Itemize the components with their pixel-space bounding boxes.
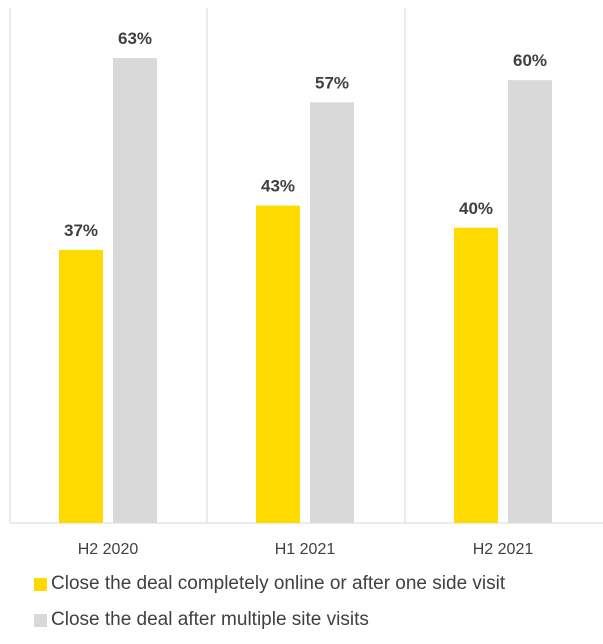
legend-label-series-1: Close the deal completely online or afte… bbox=[51, 573, 506, 594]
data-label: 57% bbox=[315, 73, 349, 92]
bar-chart: 37% 63% H2 2020 43% 57% H1 2021 40% 60% H2 2021 bbox=[9, 8, 603, 558]
legend-item-series-2: Close the deal after multiple site visit… bbox=[34, 608, 603, 632]
legend-label-series-2: Close the deal after multiple site visit… bbox=[51, 609, 369, 630]
legend-item-series-1: Close the deal completely online or afte… bbox=[34, 572, 603, 596]
legend-swatch-series-1 bbox=[34, 577, 47, 591]
x-tick-label: H2 2020 bbox=[78, 541, 139, 558]
data-label: 63% bbox=[118, 29, 152, 48]
bar-online-h2-2021 bbox=[454, 227, 498, 523]
bar-multiple-visits-h1-2021 bbox=[310, 102, 354, 524]
data-label: 43% bbox=[261, 177, 295, 196]
legend: Close the deal completely online or afte… bbox=[34, 572, 603, 644]
data-label: 37% bbox=[64, 221, 98, 240]
x-tick-label: H1 2021 bbox=[275, 541, 336, 558]
bar-multiple-visits-h2-2021 bbox=[508, 80, 552, 524]
bar-online-h1-2021 bbox=[256, 205, 300, 523]
bar-multiple-visits-h2-2020 bbox=[113, 58, 157, 523]
x-tick-label: H2 2021 bbox=[473, 541, 534, 558]
bar-online-h2-2020 bbox=[59, 249, 103, 523]
data-label: 40% bbox=[459, 199, 493, 218]
data-label: 60% bbox=[513, 51, 547, 70]
legend-swatch-series-2 bbox=[34, 613, 47, 627]
